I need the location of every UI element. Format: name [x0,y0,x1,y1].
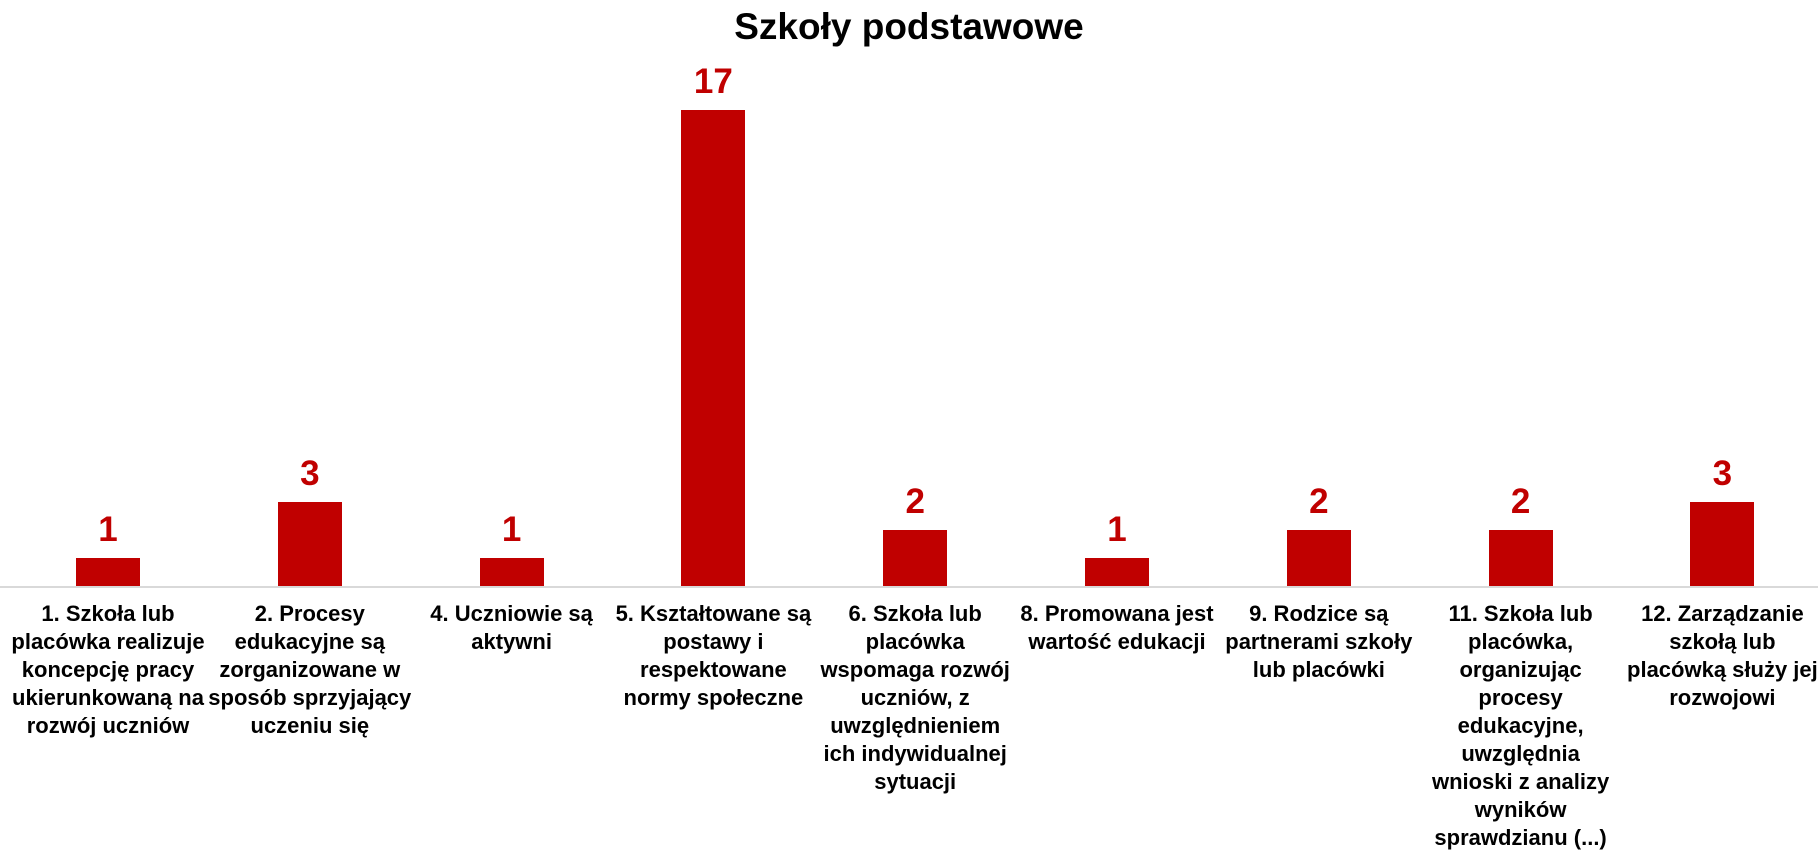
data-label: 3 [1712,454,1733,493]
data-label: 2 [1309,482,1329,521]
bar [1690,502,1755,586]
bar [76,558,140,586]
bar [1085,558,1149,586]
data-label: 1 [501,510,522,549]
x-tick-label: 1. Szkoła lub placówka realizuje koncepc… [11,601,205,738]
x-tick-label: 11. Szkoła lub placówka, organizując pro… [1431,601,1610,850]
x-tick-label: 8. Promowana jest wartość edukacji [1020,601,1214,654]
axis-line [0,586,1818,588]
bar [277,502,342,586]
data-label: 2 [905,482,925,521]
chart-title: Szkoły podstawowe [734,6,1084,47]
data-label: 17 [693,62,733,101]
bar [883,530,948,586]
x-tick-label: 4. Uczniowie są aktywni [430,601,593,654]
x-tick-label: 5. Kształtowane są postawy i respektowan… [615,601,812,710]
bar [1488,530,1553,586]
x-tick-label: 6. Szkoła lub placówka wspomaga rozwój u… [820,601,1010,794]
data-label: 2 [1510,482,1531,521]
x-tick-label: 2. Procesy edukacyjne są zorganizowane w… [208,601,412,738]
bar [1286,530,1351,586]
bar [681,110,746,586]
data-label: 3 [300,454,320,493]
x-tick-label: 12. Zarządzanie szkołą lub placówką służ… [1627,601,1818,710]
x-tick-label: 9. Rodzice są partnerami szkoły lub plac… [1225,601,1413,682]
bar [479,558,544,586]
data-label: 1 [98,510,118,549]
data-label: 1 [1107,510,1127,549]
